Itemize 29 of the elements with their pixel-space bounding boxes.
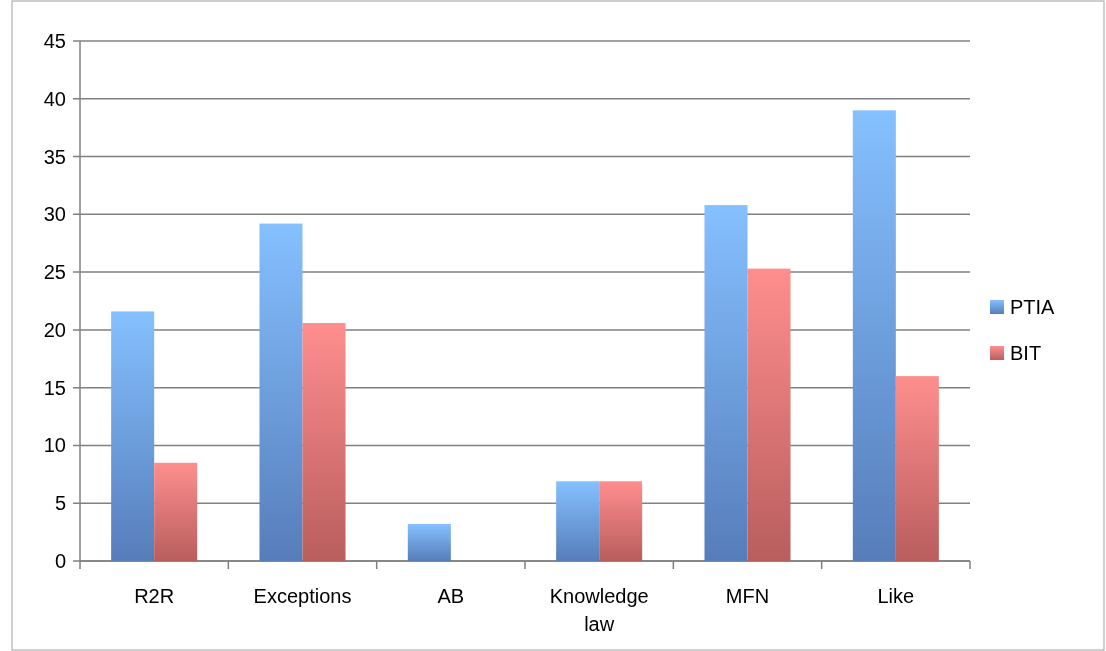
y-tick-label: 10	[43, 434, 66, 457]
bar	[302, 322, 346, 561]
bar	[599, 481, 643, 561]
bar	[111, 311, 155, 561]
bar	[556, 481, 600, 561]
bar	[852, 110, 896, 561]
bar	[407, 524, 451, 561]
x-tick-label: Knowledge law	[549, 585, 649, 635]
y-tick-label: 45	[43, 30, 66, 52]
y-tick-label: 5	[54, 492, 66, 515]
bar	[895, 376, 939, 561]
y-tick-label: 30	[43, 203, 66, 226]
bar	[154, 462, 198, 561]
y-tick-label: 0	[54, 550, 66, 572]
legend-label: PTIA	[1010, 296, 1056, 318]
y-tick-label: 40	[43, 87, 66, 110]
x-tick-label: Like	[877, 585, 915, 607]
y-tick-label: 20	[43, 318, 66, 341]
legend-label: BIT	[1010, 342, 1042, 364]
x-tick-label: R2R	[134, 585, 175, 607]
x-tick-label: MFN	[725, 585, 770, 607]
bar	[704, 205, 748, 561]
bar	[747, 268, 791, 561]
y-tick-label: 25	[43, 261, 66, 284]
y-tick-label: 15	[43, 376, 66, 399]
x-tick-label: Exceptions	[253, 585, 352, 607]
x-tick-label: AB	[437, 585, 465, 607]
y-tick-label: 35	[43, 145, 66, 168]
bar	[259, 223, 303, 561]
